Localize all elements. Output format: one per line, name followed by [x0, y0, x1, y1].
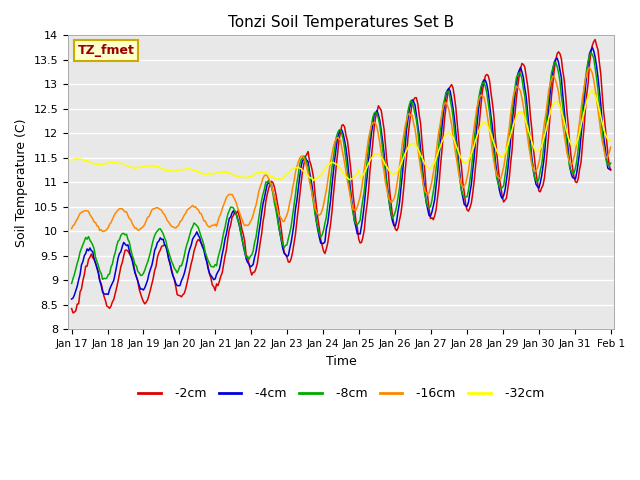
Title: Tonzi Soil Temperatures Set B: Tonzi Soil Temperatures Set B: [228, 15, 454, 30]
Legend:  -2cm,  -4cm,  -8cm,  -16cm,  -32cm: -2cm, -4cm, -8cm, -16cm, -32cm: [133, 383, 549, 406]
Text: TZ_fmet: TZ_fmet: [78, 44, 135, 57]
Y-axis label: Soil Temperature (C): Soil Temperature (C): [15, 118, 28, 247]
X-axis label: Time: Time: [326, 355, 356, 368]
